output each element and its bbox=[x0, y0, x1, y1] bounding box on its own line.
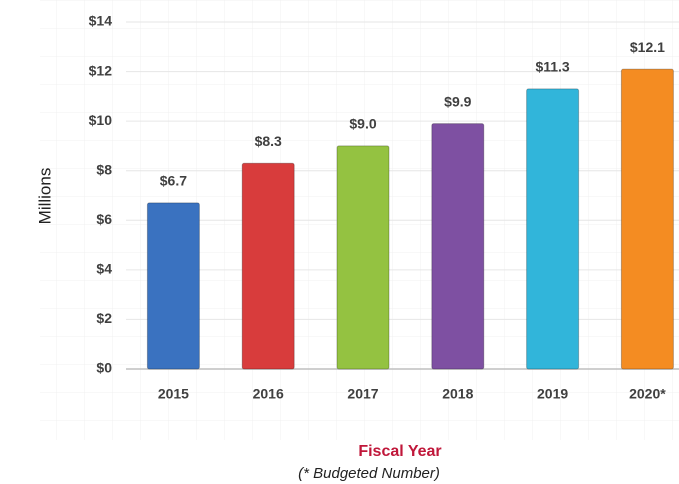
x-tick-label: 2017 bbox=[347, 386, 378, 402]
y-tick-label: $6 bbox=[96, 211, 112, 227]
data-label: $9.0 bbox=[349, 116, 376, 132]
y-axis-label: Millions bbox=[35, 168, 54, 225]
x-axis-label: Fiscal Year bbox=[358, 443, 441, 460]
bar bbox=[431, 123, 485, 370]
y-tick-label: $14 bbox=[89, 13, 113, 29]
y-tick-label: $8 bbox=[96, 161, 112, 177]
data-label: $6.7 bbox=[160, 173, 187, 189]
data-label: $9.9 bbox=[444, 93, 471, 109]
data-label: $12.1 bbox=[630, 39, 665, 55]
bar bbox=[526, 88, 580, 370]
y-tick-label: $10 bbox=[89, 112, 113, 128]
y-tick-label: $2 bbox=[96, 310, 112, 326]
bar bbox=[241, 162, 295, 370]
data-label: $8.3 bbox=[255, 133, 282, 149]
y-tick-label: $12 bbox=[89, 62, 113, 78]
x-tick-label: 2019 bbox=[537, 386, 568, 402]
y-tick-label: $4 bbox=[96, 261, 112, 277]
y-tick-label: $0 bbox=[96, 360, 112, 376]
x-tick-label: 2018 bbox=[442, 386, 473, 402]
data-label: $11.3 bbox=[535, 59, 569, 75]
bar bbox=[336, 145, 390, 370]
bar bbox=[146, 202, 200, 370]
x-axis-note: (* Budgeted Number) bbox=[298, 465, 440, 482]
bar bbox=[620, 68, 674, 370]
x-tick-label: 2016 bbox=[253, 386, 284, 402]
x-tick-label: 2015 bbox=[158, 386, 189, 402]
x-tick-label: 2020* bbox=[629, 386, 666, 402]
